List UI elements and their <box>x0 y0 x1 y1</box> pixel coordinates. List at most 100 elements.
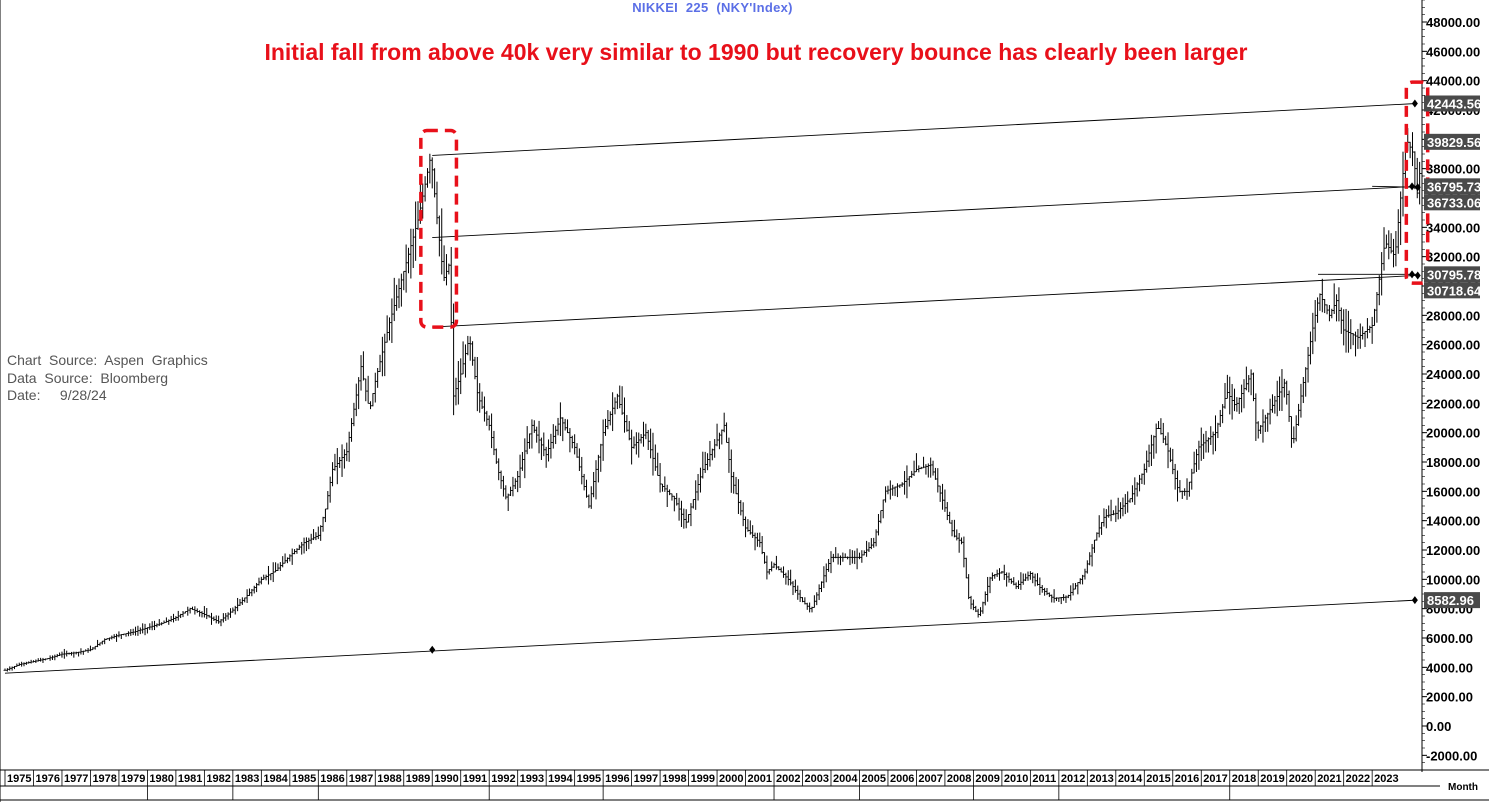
price-bar <box>1264 415 1267 432</box>
price-bar <box>473 357 476 379</box>
price-bar <box>260 577 263 585</box>
price-bar <box>865 541 868 557</box>
x-tick-label: 2003 <box>805 773 829 785</box>
price-bar <box>326 491 329 509</box>
price-bar <box>585 480 588 498</box>
price-bar <box>243 598 246 603</box>
price-bar <box>1394 231 1397 266</box>
y-tick-label: 12000.00 <box>1426 543 1480 558</box>
price-bar <box>307 538 310 549</box>
x-tick-label: 1987 <box>349 773 373 785</box>
x-tick-label: 2004 <box>833 773 858 785</box>
price-bar <box>535 427 538 443</box>
price-bar <box>673 496 676 511</box>
price-bar <box>1368 326 1371 333</box>
x-tick-label: 2019 <box>1260 773 1284 785</box>
x-tick-label: 1984 <box>263 773 288 785</box>
price-bar <box>246 589 249 603</box>
price-bar <box>452 304 455 416</box>
price-bar <box>649 429 652 459</box>
price-bar <box>1041 585 1044 593</box>
price-bar <box>227 612 230 619</box>
price-bar <box>701 452 704 479</box>
trend-line <box>432 103 1416 155</box>
price-bar <box>1416 158 1419 198</box>
price-bar <box>632 436 635 448</box>
price-bar <box>355 384 358 416</box>
price-bar <box>803 597 806 604</box>
price-bar <box>863 550 866 555</box>
price-bar <box>1022 573 1025 584</box>
price-bar <box>1157 421 1160 429</box>
price-bar <box>516 471 519 492</box>
price-bar <box>127 631 130 636</box>
price-bar <box>279 562 282 571</box>
x-tick-label: 1989 <box>406 773 430 785</box>
price-bar <box>1060 597 1063 604</box>
price-label-text: 36795.73 <box>1427 179 1481 194</box>
price-bar <box>1399 191 1402 245</box>
price-bar <box>908 476 911 486</box>
price-bar <box>75 652 78 655</box>
y-tick-label: 26000.00 <box>1426 338 1480 353</box>
price-bar <box>96 640 99 647</box>
price-bar <box>687 514 690 522</box>
price-bar <box>1186 478 1189 500</box>
price-bar <box>905 465 908 498</box>
price-bar <box>808 603 811 613</box>
price-bar <box>1252 373 1255 402</box>
price-bar <box>644 424 647 440</box>
price-bar <box>958 533 961 553</box>
price-bar <box>1269 399 1272 425</box>
price-bar <box>412 229 415 268</box>
price-bar <box>794 580 797 593</box>
price-label: 36795.73 <box>1424 178 1481 194</box>
price-bar <box>706 453 709 470</box>
price-bar <box>1238 398 1241 414</box>
price-bar <box>568 428 571 452</box>
price-bar <box>1010 578 1013 583</box>
frequency-label: Month <box>1448 782 1478 793</box>
price-bar <box>640 434 643 443</box>
price-bar <box>1093 540 1096 553</box>
x-tick-label: 2017 <box>1203 773 1227 785</box>
y-tick-label: 48000.00 <box>1426 15 1480 30</box>
price-bar <box>889 480 892 499</box>
y-tick-label: 34000.00 <box>1426 220 1480 235</box>
price-bars <box>4 128 1424 671</box>
price-bar <box>416 201 419 230</box>
x-tick-label: 1975 <box>7 773 31 785</box>
price-bar <box>1335 294 1338 321</box>
price-bar <box>514 478 517 489</box>
price-bar <box>1076 582 1079 594</box>
price-bar <box>459 358 462 394</box>
price-bar <box>984 591 987 605</box>
price-bar <box>583 474 586 490</box>
price-bar <box>1083 569 1086 580</box>
price-bar <box>1107 505 1110 517</box>
price-bar <box>158 619 161 626</box>
price-bar <box>469 336 472 360</box>
x-tick-label: 2023 <box>1374 773 1398 785</box>
x-tick-label: 2008 <box>947 773 971 785</box>
price-bar <box>711 449 714 461</box>
price-bar <box>1311 313 1314 354</box>
price-bar <box>1418 162 1421 205</box>
price-bar <box>1309 332 1312 365</box>
price-bar <box>1318 293 1321 310</box>
price-bar <box>141 623 144 633</box>
price-bar <box>1380 252 1383 295</box>
price-bar <box>602 419 605 460</box>
price-bar <box>390 298 393 343</box>
price-bar <box>1321 279 1324 312</box>
price-bar <box>1091 544 1094 567</box>
price-bar <box>466 336 469 355</box>
price-bar <box>659 463 662 492</box>
price-bar <box>540 438 543 460</box>
price-bar <box>1373 309 1376 326</box>
price-bar <box>533 420 536 433</box>
price-bar <box>977 609 980 618</box>
price-bar <box>433 168 436 197</box>
price-bar <box>1214 415 1217 451</box>
x-tick-label: 2014 <box>1118 773 1143 785</box>
